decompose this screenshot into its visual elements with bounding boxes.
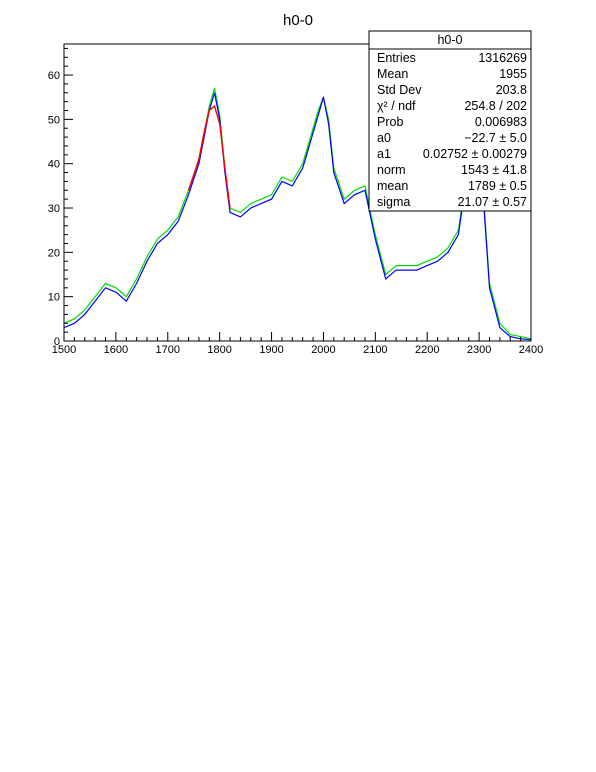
x-tick-label: 1600 xyxy=(104,344,128,356)
y-tick-label: 50 xyxy=(48,114,60,126)
x-tick-label: 1500 xyxy=(52,344,76,356)
stats-row-label: χ² / ndf xyxy=(377,99,416,113)
stats-row-label: mean xyxy=(377,179,408,193)
stats-row-value: 1543 ± 41.8 xyxy=(461,163,527,177)
stats-row-value: 0.02752 ± 0.00279 xyxy=(423,147,527,161)
stats-row-label: a0 xyxy=(377,131,391,145)
stats-row-value: 21.07 ± 0.57 xyxy=(458,195,527,209)
axes-layer: 1500 1600 1700 1800 1900 2000 2100 2200 2300 2400… xyxy=(48,47,543,356)
stats-rows: Entries 1316269 Mean 1955 Std Dev 203.8 χ² / n… xyxy=(377,51,527,209)
x-tick-label: 1700 xyxy=(156,344,180,356)
stats-row-value: 0.006983 xyxy=(475,115,527,129)
stats-row-label: Entries xyxy=(377,51,416,65)
stats-row-value: 1789 ± 0.5 xyxy=(468,179,527,193)
y-tick-label: 40 xyxy=(48,159,60,171)
stats-row-value: 254.8 / 202 xyxy=(464,99,527,113)
x-tick-label: 1900 xyxy=(259,344,283,356)
x-tick-label: 2000 xyxy=(311,344,335,356)
y-tick-label: 20 xyxy=(48,247,60,259)
fit-curve-line xyxy=(187,104,231,209)
stats-box-title: h0-0 xyxy=(437,33,462,47)
chart-title: h0-0 xyxy=(283,12,313,29)
x-tick-label: 1800 xyxy=(207,344,231,356)
stats-row-label: Mean xyxy=(377,67,408,81)
stats-box-frame xyxy=(368,30,532,212)
x-tick-label: 2100 xyxy=(363,344,387,356)
stats-row-label: Prob xyxy=(377,115,403,129)
x-tick-label: 2200 xyxy=(415,344,439,356)
stats-row-value: 1955 xyxy=(499,67,527,81)
stats-row-label: a1 xyxy=(377,147,391,161)
x-tick-label: 2400 xyxy=(519,344,543,356)
y-tick-label: 60 xyxy=(48,70,60,82)
x-tick-label: 2300 xyxy=(467,344,491,356)
y-tick-label: 0 xyxy=(54,336,60,348)
stats-row-label: sigma xyxy=(377,195,410,209)
stats-row-value: −22.7 ± 5.0 xyxy=(464,131,527,145)
stats-row-value: 1316269 xyxy=(478,51,527,65)
stats-row-value: 203.8 xyxy=(496,83,527,97)
stats-row-label: norm xyxy=(377,163,405,177)
stats-row-label: Std Dev xyxy=(377,83,422,97)
y-tick-label: 10 xyxy=(48,292,60,304)
y-tick-label: 30 xyxy=(48,203,60,215)
stats-box: h0-0 Entries 1316269 Mean 1955 Std Dev 203.8 χ… xyxy=(368,30,532,212)
